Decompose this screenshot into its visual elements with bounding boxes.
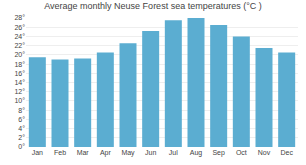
svg-text:10°: 10° <box>14 97 25 104</box>
svg-text:Mar: Mar <box>77 149 90 156</box>
svg-text:0°: 0° <box>18 143 25 150</box>
svg-text:Dec: Dec <box>280 149 293 156</box>
svg-text:Sep: Sep <box>212 149 225 157</box>
svg-text:18°: 18° <box>14 61 25 68</box>
svg-text:Jul: Jul <box>169 149 178 156</box>
svg-text:28°: 28° <box>14 14 25 21</box>
svg-text:14°: 14° <box>14 79 25 86</box>
svg-text:12°: 12° <box>14 88 25 95</box>
svg-text:Jun: Jun <box>145 149 156 156</box>
svg-text:Aug: Aug <box>190 149 203 157</box>
svg-text:24°: 24° <box>14 33 25 40</box>
svg-text:Jan: Jan <box>32 149 43 156</box>
svg-text:8°: 8° <box>18 107 25 114</box>
svg-text:22°: 22° <box>14 42 25 49</box>
svg-text:Apr: Apr <box>100 149 112 157</box>
svg-text:6°: 6° <box>18 116 25 123</box>
svg-text:2°: 2° <box>18 134 25 141</box>
svg-text:26°: 26° <box>14 24 25 31</box>
svg-text:May: May <box>121 149 135 157</box>
svg-text:4°: 4° <box>18 125 25 132</box>
svg-text:Oct: Oct <box>236 149 247 156</box>
svg-text:16°: 16° <box>14 70 25 77</box>
svg-text:Average monthly Neuse Forest s: Average monthly Neuse Forest sea tempera… <box>44 1 262 11</box>
svg-text:20°: 20° <box>14 51 25 58</box>
svg-text:Feb: Feb <box>54 149 66 156</box>
svg-text:Nov: Nov <box>258 149 271 156</box>
